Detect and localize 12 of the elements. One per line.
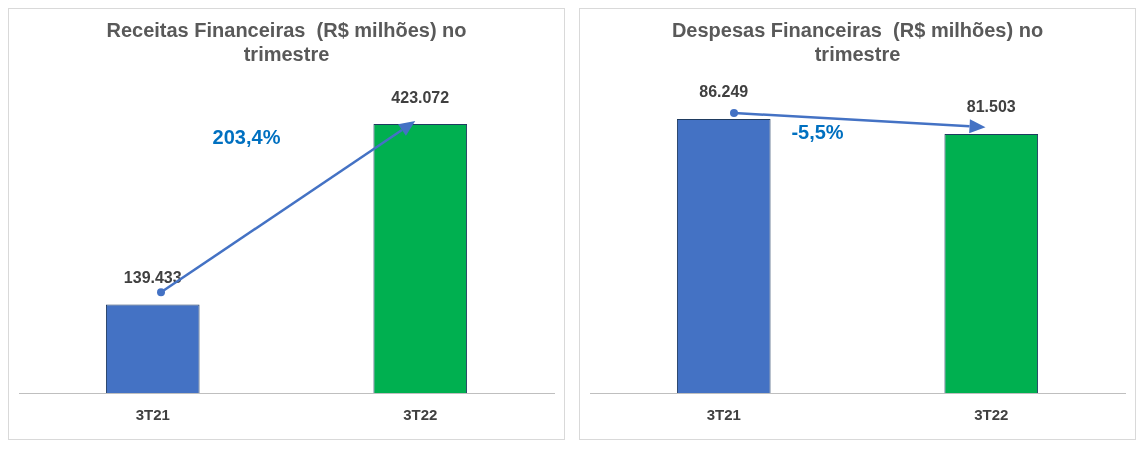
chart-title: Receitas Financeiras (R$ milhões) no trimestre	[106, 18, 467, 65]
chart-title: Despesas Financeiras (R$ milhões) no trimestre	[671, 18, 1044, 65]
x-tick-label: 3T21	[706, 406, 741, 424]
annotation: 203,4%	[212, 126, 281, 149]
x-tick-label: 3T22	[974, 406, 1009, 424]
data-label: 81.503	[966, 98, 1016, 116]
x-tick-label: 3T21	[135, 406, 170, 424]
annotation: -5,5%	[791, 120, 844, 143]
data-label: 139.433	[123, 268, 182, 286]
data-label: 86.249	[699, 83, 749, 101]
x-tick-label: 3T22	[403, 406, 438, 424]
data-label: 423.072	[391, 88, 450, 106]
